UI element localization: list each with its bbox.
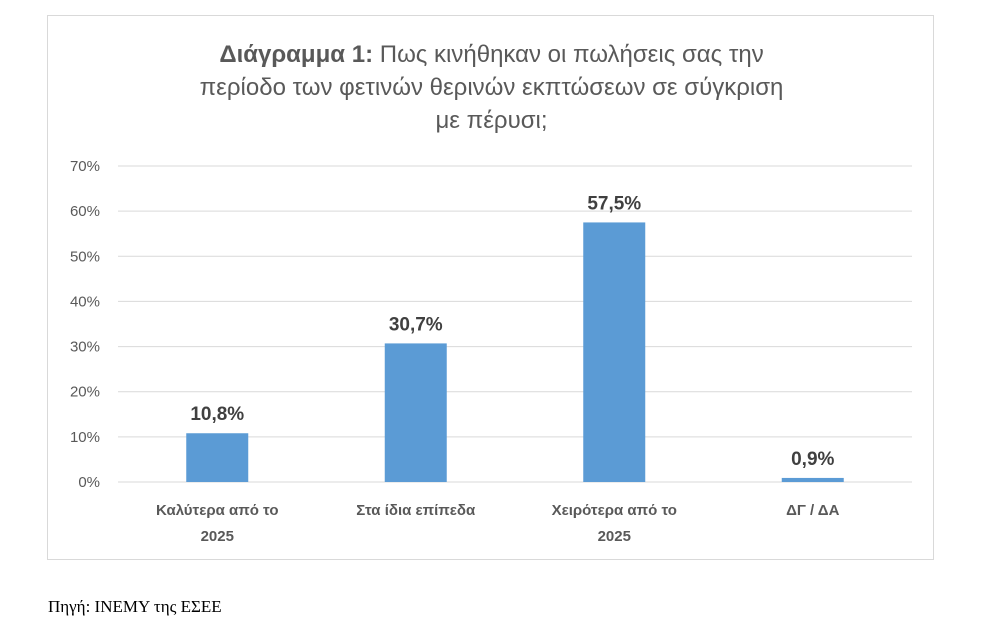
x-category-label: Χειρότερα από το	[552, 502, 677, 519]
bar	[384, 343, 447, 482]
y-tick-label: 70%	[70, 158, 100, 175]
bar-chart: 0% 10% 20% 30% 40% 50% 60% 70% 10,8% Καλύτερα από…	[70, 158, 912, 545]
y-tick-label: 10%	[70, 429, 100, 446]
data-label: 0,9%	[791, 449, 834, 470]
data-label: 57,5%	[587, 193, 641, 214]
x-category-label: Καλύτερα από το	[156, 502, 279, 519]
x-category-label: ΔΓ / ΔΑ	[786, 502, 840, 519]
chart-title-line-2: περίοδο των φετινών θερινών εκπτώσεων σε…	[199, 74, 784, 101]
y-tick-label: 30%	[70, 339, 100, 356]
chart-title-prefix: Διάγραμμα 1:	[219, 41, 374, 68]
y-tick-label: 0%	[78, 474, 100, 491]
x-category-label: Στα ίδια επίπεδα	[356, 502, 476, 519]
y-tick-label: 60%	[70, 203, 100, 220]
x-category-label: 2025	[598, 528, 631, 545]
x-category-label: 2025	[201, 528, 234, 545]
y-tick-label: 20%	[70, 384, 100, 401]
y-tick-label: 40%	[70, 293, 100, 310]
chart-title: Διάγραμμα 1: Πως κινήθηκαν οι πωλήσεις σ…	[48, 38, 935, 137]
data-label: 30,7%	[389, 314, 443, 335]
source-note: Πηγή: ΙΝΕΜΥ της ΕΣΕΕ	[48, 597, 222, 616]
chart-title-line-1: Πως κινήθηκαν οι πωλήσεις σας την	[379, 41, 764, 68]
bar	[583, 222, 646, 482]
chart-title-line-3: με πέρυσι;	[435, 107, 548, 134]
bar	[781, 477, 844, 482]
y-tick-label: 50%	[70, 248, 100, 265]
chart-frame: Διάγραμμα 1: Πως κινήθηκαν οι πωλήσεις σ…	[47, 15, 934, 560]
bar	[186, 433, 249, 482]
data-label: 10,8%	[190, 404, 244, 425]
